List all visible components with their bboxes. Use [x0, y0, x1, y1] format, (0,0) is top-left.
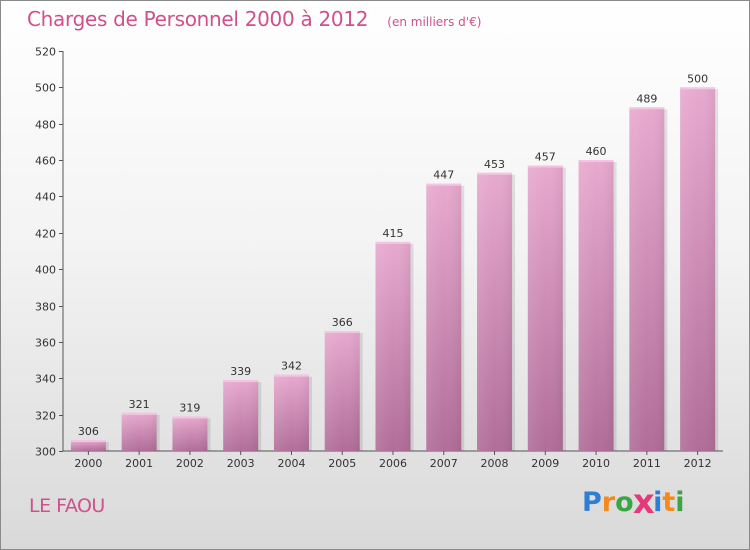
x-tick-label: 2000	[74, 457, 102, 470]
bar-top-edge	[172, 416, 208, 419]
y-tick-label: 460	[35, 155, 56, 168]
x-tick-label: 2001	[125, 457, 153, 470]
data-label: 366	[332, 316, 353, 329]
x-tick-label: 2010	[582, 457, 610, 470]
y-tick-label: 520	[35, 46, 56, 59]
bar-highlight	[223, 380, 259, 451]
bar-top-edge	[324, 331, 360, 333]
data-label: 319	[179, 401, 200, 414]
bar-top-edge	[273, 374, 309, 377]
y-tick-label: 480	[35, 119, 56, 132]
x-tick-label: 2011	[633, 457, 661, 470]
x-tick-label: 2006	[379, 457, 407, 470]
bar-top-edge	[426, 183, 462, 186]
logo-letter: t	[662, 487, 676, 518]
y-tick-label: 400	[35, 264, 56, 277]
y-tick-label: 300	[35, 446, 56, 459]
y-tick-label: 420	[35, 228, 56, 241]
bar-top-edge	[680, 87, 716, 90]
bar-highlight	[324, 331, 360, 451]
bar-top-edge	[70, 440, 106, 443]
bar-highlight	[680, 87, 716, 451]
data-label: 500	[687, 72, 708, 85]
data-label: 447	[433, 169, 454, 182]
logo-letter: x	[632, 483, 655, 522]
x-tick-label: 2005	[328, 457, 356, 470]
data-label: 457	[535, 151, 556, 164]
data-label: 321	[129, 398, 150, 411]
bar-top-edge	[223, 380, 259, 383]
y-tick-label: 340	[35, 373, 56, 386]
bar-highlight	[70, 440, 106, 451]
bar-highlight	[426, 183, 462, 451]
x-tick-label: 2012	[684, 457, 712, 470]
logo-letter: i	[653, 487, 663, 518]
y-tick-label: 440	[35, 191, 56, 204]
x-tick-label: 2008	[481, 457, 509, 470]
x-tick-label: 2003	[227, 457, 255, 470]
axes: 300 320 340 360 380 400 420 440 460 480 500 520 2000…	[35, 46, 723, 470]
chart-subtitle: (en milliers d'€)	[387, 15, 482, 29]
bar-highlight	[578, 160, 614, 451]
bar-highlight	[629, 107, 665, 451]
data-label: 339	[230, 365, 251, 378]
x-tick-label: 2004	[277, 457, 305, 470]
bar-highlight	[172, 416, 208, 451]
y-tick-label: 500	[35, 82, 56, 95]
bar-top-edge	[121, 412, 157, 415]
logo-letter: i	[675, 487, 685, 518]
proxiti-logo: Proxiti	[582, 483, 685, 522]
bar-highlight	[527, 165, 563, 451]
bar-top-edge	[375, 241, 411, 244]
data-label: 489	[636, 92, 657, 105]
x-tick-label: 2009	[531, 457, 559, 470]
value-labels: 306 321 319 339 342 366 415 447 453 457 460 489 500	[78, 72, 708, 438]
bar-highlight	[121, 412, 157, 451]
y-tick-label: 320	[35, 410, 56, 423]
bars	[70, 87, 719, 451]
data-label: 342	[281, 360, 302, 373]
data-label: 453	[484, 158, 505, 171]
x-tick-label: 2007	[430, 457, 458, 470]
bar-top-edge	[477, 172, 513, 175]
chart-title: Charges de Personnel 2000 à 2012	[27, 7, 369, 31]
logo-letter: o	[615, 487, 634, 518]
y-tick-label: 360	[35, 337, 56, 350]
data-label: 460	[586, 145, 607, 158]
bar-top-edge	[629, 107, 665, 110]
y-tick-label: 380	[35, 301, 56, 314]
logo-letter: P	[582, 487, 602, 518]
bar-highlight	[477, 172, 513, 451]
bar-highlight	[375, 241, 411, 451]
bar-top-edge	[527, 165, 563, 168]
logo-letter: r	[601, 487, 616, 518]
bar-highlight	[273, 374, 309, 451]
data-label: 306	[78, 425, 99, 438]
bar-top-edge	[578, 160, 614, 163]
town-name: LE FAOU	[29, 495, 105, 517]
title-row: Charges de Personnel 2000 à 2012 (en mil…	[27, 7, 481, 31]
x-tick-label: 2002	[176, 457, 204, 470]
data-label: 415	[383, 227, 404, 240]
